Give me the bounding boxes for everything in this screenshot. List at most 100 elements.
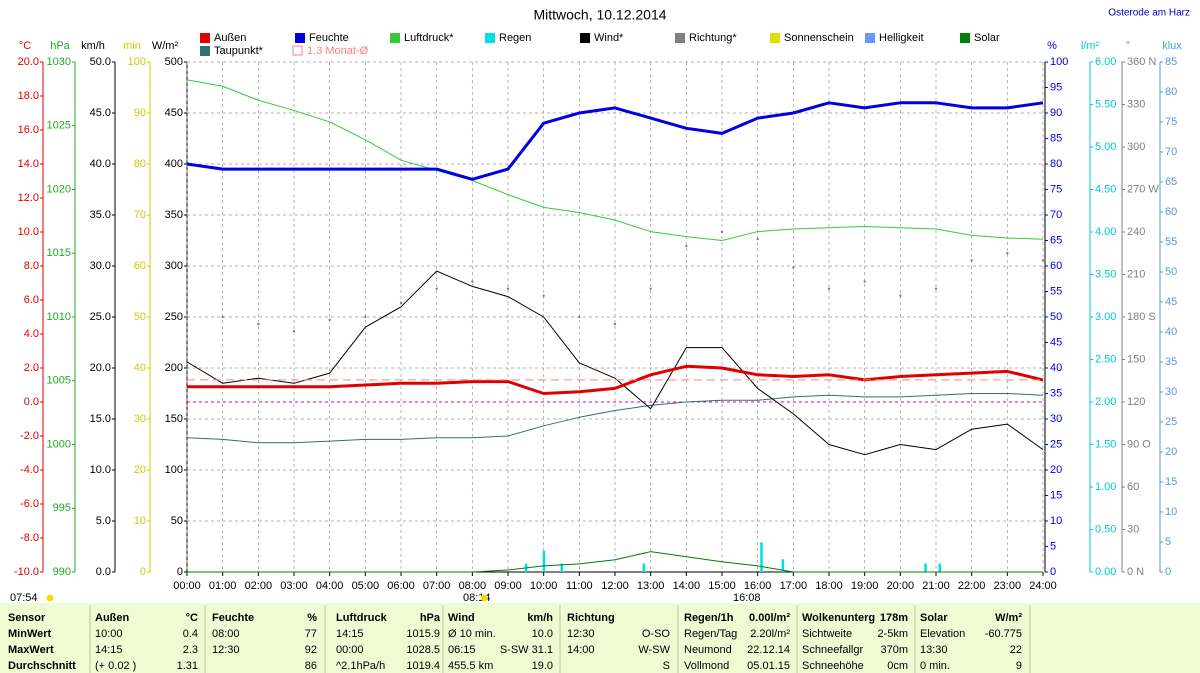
direction-dot <box>649 287 652 290</box>
table-cell: 178m <box>880 612 908 624</box>
axis-unit: °C <box>19 40 31 52</box>
direction-dot <box>257 322 260 326</box>
legend-label: Taupunkt* <box>214 45 264 57</box>
y-tick-label: 200 <box>165 362 183 374</box>
x-tick-label: 03:00 <box>280 580 308 592</box>
table-cell: Sensor <box>8 612 46 624</box>
x-tick-label: 19:00 <box>851 580 879 592</box>
table-cell: 12:30 <box>567 628 595 640</box>
x-tick-label: 17:00 <box>780 580 808 592</box>
x-tick-label: 00:00 <box>173 580 201 592</box>
legend-swatch <box>675 33 685 43</box>
sun-time-label: 16:08 <box>733 592 761 604</box>
y-tick-label: 18.0 <box>18 90 39 102</box>
y-tick-label: 12.0 <box>18 192 39 204</box>
y-tick-label: 16.0 <box>18 124 39 136</box>
x-tick-label: 23:00 <box>994 580 1022 592</box>
y-tick-label: 300 <box>1127 141 1145 153</box>
x-tick-label: 24:00 <box>1029 580 1057 592</box>
legend-label: Außen <box>214 32 246 44</box>
table-cell: Schneehöhe <box>802 660 864 672</box>
y-tick-label: 80 <box>1165 86 1177 98</box>
table-cell: 0cm <box>887 660 908 672</box>
y-tick-label: 3.50 <box>1095 268 1116 280</box>
y-tick-label: -2.0 <box>20 430 39 442</box>
y-tick-label: 1.50 <box>1095 438 1116 450</box>
legend-label: Richtung* <box>689 32 737 44</box>
y-tick-label: 90 <box>134 107 146 119</box>
y-tick-label: 45 <box>1165 296 1177 308</box>
direction-dot <box>970 259 973 262</box>
y-tick-label: 50 <box>1050 311 1062 323</box>
legend-swatch <box>200 46 210 56</box>
y-tick-label: 10 <box>1050 515 1062 527</box>
y-tick-label: 210 <box>1127 268 1145 280</box>
y-tick-label: 75 <box>1050 183 1062 195</box>
x-tick-label: 08:00 <box>459 580 487 592</box>
table-cell: Luftdruck <box>336 612 388 624</box>
table-cell: 0 min. <box>920 660 950 672</box>
y-tick-label: 45.0 <box>90 107 111 119</box>
y-tick-label: 995 <box>53 502 71 514</box>
legend-label: Helligkeit <box>879 32 924 44</box>
series-line <box>186 270 1044 456</box>
y-tick-label: 1010 <box>47 311 71 323</box>
y-tick-label: 20.0 <box>90 362 111 374</box>
y-tick-label: 1000 <box>47 438 71 450</box>
direction-dot <box>506 287 510 290</box>
table-cell: Schneefallgr <box>802 644 863 656</box>
y-tick-label: 10 <box>134 515 146 527</box>
direction-dot <box>435 287 438 290</box>
x-tick-label: 10:00 <box>530 580 558 592</box>
y-tick-label: 0 <box>140 566 146 578</box>
table-cell: 14:00 <box>567 644 595 656</box>
axis-unit: ° <box>1126 40 1130 52</box>
x-tick-label: 04:00 <box>316 580 344 592</box>
direction-dot <box>827 287 831 290</box>
axis-unit: W/m² <box>152 40 179 52</box>
y-tick-label: 6.0 <box>24 294 39 306</box>
x-tick-label: 13:00 <box>637 580 665 592</box>
legend-label: Sonnenschein <box>784 32 854 44</box>
table-cell: 92 <box>305 644 317 656</box>
legend-label: Wind* <box>594 32 624 44</box>
y-tick-label: 40 <box>1050 362 1062 374</box>
y-tick-label: 60 <box>1127 481 1139 493</box>
table-cell: 1.31 <box>177 660 198 672</box>
rain-bar <box>542 550 546 572</box>
legend-swatch <box>770 33 780 43</box>
y-tick-label: 0 <box>177 566 183 578</box>
direction-dot <box>578 315 581 319</box>
table-cell: ^2.1hPa/h <box>336 660 385 672</box>
y-tick-label: 120 <box>1127 396 1145 408</box>
y-tick-label: 270 W <box>1127 183 1159 195</box>
x-tick-label: 14:00 <box>673 580 701 592</box>
table-cell: Vollmond <box>684 660 729 672</box>
table-cell: Sichtweite <box>802 628 852 640</box>
y-tick-label: 10.0 <box>90 464 111 476</box>
table-cell: -60.775 <box>985 628 1022 640</box>
y-tick-label: 2.00 <box>1095 396 1116 408</box>
table-cell: 14:15 <box>95 644 123 656</box>
legend-swatch <box>960 33 970 43</box>
y-tick-label: 90 <box>1050 107 1062 119</box>
series-line <box>187 364 1044 395</box>
y-tick-label: 240 <box>1127 226 1145 238</box>
y-tick-label: 20 <box>1050 464 1062 476</box>
series-line <box>187 551 1043 573</box>
y-tick-label: 55 <box>1165 236 1177 248</box>
y-tick-label: 50.0 <box>90 56 111 68</box>
y-tick-label: 100 <box>1050 56 1068 68</box>
legend-swatch <box>292 45 303 56</box>
table-cell: 10:00 <box>95 628 123 640</box>
y-tick-label: 4.0 <box>24 328 39 340</box>
table-cell: Durchschnitt <box>8 660 76 672</box>
y-tick-label: 70 <box>134 209 146 221</box>
y-tick-label: 30 <box>1050 413 1062 425</box>
y-tick-label: 0.50 <box>1095 523 1116 535</box>
y-tick-label: 0 <box>1165 566 1171 578</box>
axis-unit: min <box>123 40 141 52</box>
y-tick-label: 1005 <box>47 375 71 387</box>
y-tick-label: 15 <box>1165 476 1177 488</box>
